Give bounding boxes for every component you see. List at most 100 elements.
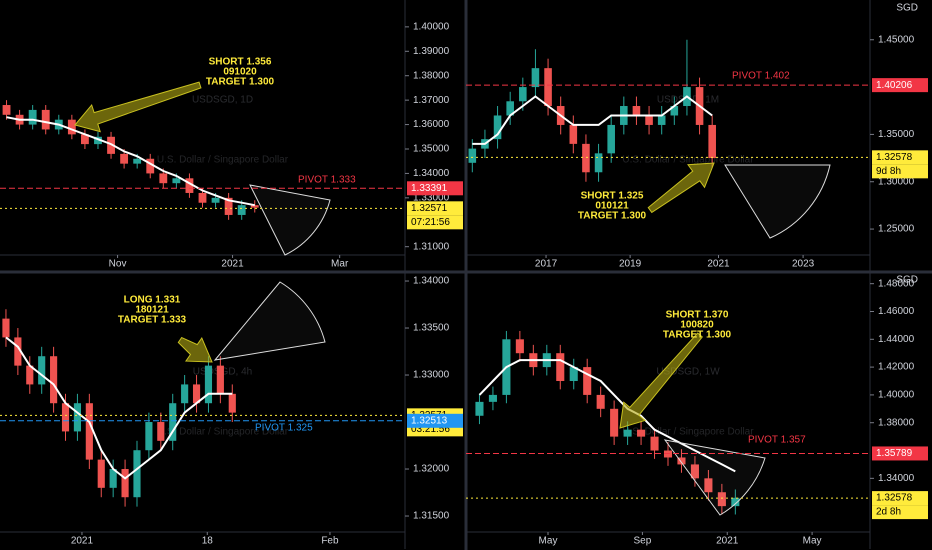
candle-body <box>109 469 117 488</box>
candle-body <box>645 115 653 125</box>
annotation: TARGET 1.300 <box>206 77 275 88</box>
candle-body <box>94 136 102 145</box>
watermark: USDSGD, 1D <box>192 95 253 106</box>
panel: USDSGD, 4hU.S. Dollar / Singapore Dollar… <box>0 272 463 549</box>
annotation: TARGET 1.300 <box>663 330 732 341</box>
countdown: 03:21:56 <box>411 424 450 435</box>
watermark-sub: U.S. Dollar / Singapore Dollar <box>157 155 289 166</box>
candle-body <box>677 457 686 465</box>
price-label: 1.35789 <box>876 448 913 459</box>
countdown: 9d 8h <box>876 166 901 177</box>
y-tick-label: 1.30000 <box>878 176 915 187</box>
candle-body <box>583 367 592 395</box>
countdown-bg <box>872 505 928 520</box>
y-tick-label: 1.39000 <box>413 46 450 57</box>
candle-body <box>181 384 189 404</box>
indicator-line <box>5 336 233 480</box>
candle-body <box>192 384 201 404</box>
candle-body <box>544 68 552 107</box>
candle-body <box>488 394 497 402</box>
candle-body <box>73 403 81 432</box>
annotation: SHORT 1.356 <box>209 57 272 68</box>
watermark-sub: U.S. Dollar / Singapore Dollar <box>622 427 754 438</box>
candle-body <box>50 356 58 404</box>
x-tick-label: 2017 <box>535 259 558 270</box>
y-tick-label: 1.33000 <box>413 370 450 381</box>
projection-fan <box>663 439 766 516</box>
candle-body <box>38 356 46 385</box>
y-tick-label: 1.48000 <box>878 278 915 289</box>
annotation: TARGET 1.300 <box>578 211 647 222</box>
candle-body <box>26 365 34 385</box>
x-tick-label: 2021 <box>221 259 244 270</box>
candle-body <box>731 497 740 507</box>
x-tick-label: Mar <box>331 259 349 270</box>
candle-body <box>133 158 142 164</box>
pivot-label: PIVOT 1.333 <box>298 175 356 186</box>
candle-body <box>556 353 565 382</box>
candle-body <box>159 173 168 184</box>
candle-body <box>107 136 115 154</box>
candle-body <box>594 153 603 173</box>
y-tick-label: 1.42000 <box>878 362 915 373</box>
annotation: LONG 1.331 <box>124 295 181 306</box>
indicator-line <box>478 359 736 473</box>
price-label-bg <box>872 78 928 93</box>
pivot-label: PIVOT 1.357 <box>748 435 806 446</box>
annotation: 010121 <box>595 201 629 212</box>
candle-body <box>657 115 666 125</box>
watermark-sub: U.S. Dollar / Singapore Dollar <box>622 155 754 166</box>
candle-body <box>237 205 246 215</box>
x-tick-label: 2021 <box>707 259 730 270</box>
candle-body <box>670 106 679 116</box>
candle-body <box>204 365 213 404</box>
candle-body <box>708 124 716 159</box>
arrow <box>177 336 213 363</box>
candle-body <box>228 393 236 413</box>
countdown: 07:21:56 <box>411 217 450 228</box>
candle-body <box>596 394 605 409</box>
x-tick-label: May <box>539 536 558 547</box>
x-tick-label: 18 <box>202 536 214 547</box>
y-tick-label: 1.33000 <box>413 192 450 203</box>
panel: USDSGD, 1MU.S. Dollar / Singapore Dollar… <box>466 0 928 272</box>
candle-body <box>198 192 207 203</box>
x-tick-label: Nov <box>109 259 127 270</box>
projection-fan <box>213 281 326 361</box>
y-tick-label: 1.25000 <box>878 224 915 235</box>
price-label: 1.40206 <box>876 80 913 91</box>
x-tick-label: 2023 <box>792 259 815 270</box>
y-tick-label: 1.31000 <box>413 241 450 252</box>
pivot-label: PIVOT 1.325 <box>255 423 313 434</box>
candle-body <box>85 403 93 460</box>
candle-body <box>169 403 177 441</box>
arrow <box>619 332 703 429</box>
candle-body <box>468 148 477 163</box>
projection-fan <box>249 184 331 256</box>
candle-body <box>632 106 641 116</box>
price-label: 1.32571 <box>411 203 448 214</box>
candle-body <box>2 105 11 115</box>
price-label: 1.33391 <box>411 183 448 194</box>
candle-body <box>531 68 540 88</box>
candle-body <box>250 205 259 208</box>
y-tick-label: 1.38000 <box>413 70 450 81</box>
candle-body <box>41 109 50 130</box>
y-tick-label: 1.38000 <box>878 417 915 428</box>
price-label-bg <box>872 150 928 165</box>
y-tick-label: 1.34000 <box>413 276 450 287</box>
price-label-bg <box>872 491 928 506</box>
price-label: 1.32513 <box>411 415 448 426</box>
price-label: 1.32578 <box>876 152 913 163</box>
watermark: USDSGD, 1W <box>656 367 720 378</box>
candle-body <box>146 158 155 174</box>
price-label-bg <box>407 201 463 216</box>
panel: USDSGD, 1W U.S. Dollar / Singapore Dollar… <box>466 272 928 549</box>
candle-body <box>690 464 699 479</box>
y-tick-label: 1.40000 <box>878 390 915 401</box>
countdown-bg <box>407 215 463 230</box>
arrow <box>647 162 715 214</box>
y-tick-label: 1.33500 <box>413 323 450 334</box>
annotation: SHORT 1.325 <box>581 191 644 202</box>
